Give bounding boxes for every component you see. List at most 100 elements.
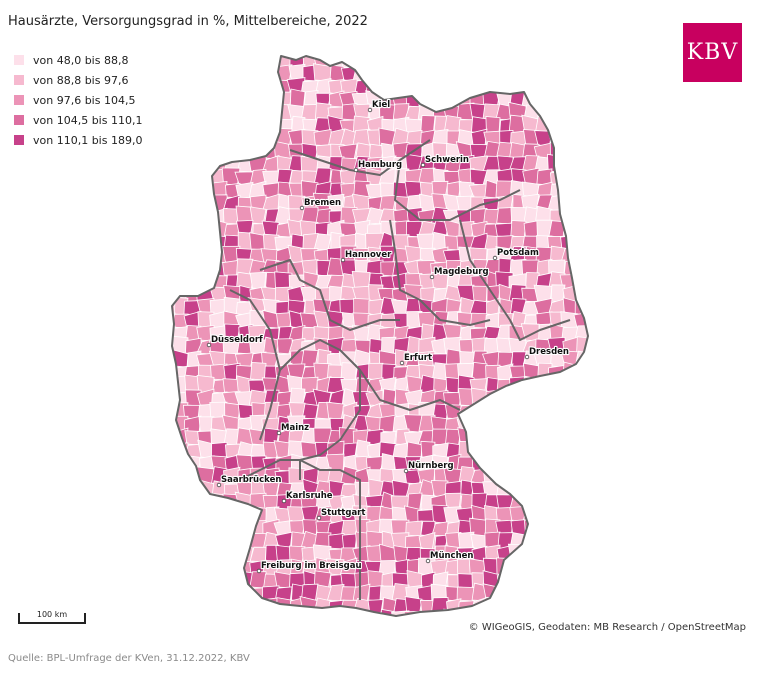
city-label: Dresden bbox=[529, 347, 569, 357]
mittelbereich-cell bbox=[589, 351, 604, 368]
mittelbereich-cell bbox=[381, 76, 397, 95]
mittelbereich-cell bbox=[482, 56, 501, 69]
mittelbereich-cell bbox=[250, 444, 268, 459]
mittelbereich-cell bbox=[198, 38, 215, 55]
mittelbereich-cell bbox=[236, 611, 254, 616]
mittelbereich-cell bbox=[406, 441, 423, 459]
mittelbereich-cell bbox=[198, 532, 215, 550]
mittelbereich-cell bbox=[365, 56, 384, 69]
city-label: Freiburg im Breisgau bbox=[261, 561, 362, 571]
border-bb-sn bbox=[459, 219, 571, 341]
mittelbereich-cell bbox=[172, 195, 189, 212]
mittelbereich-cell bbox=[223, 596, 241, 615]
mittelbereich-cell bbox=[302, 38, 318, 55]
mittelbereich-cell bbox=[222, 531, 242, 550]
city-dot bbox=[281, 498, 287, 504]
legend: von 48,0 bis 88,8 von 88,8 bis 97,6 von … bbox=[14, 50, 142, 150]
mittelbereich-cell bbox=[172, 441, 176, 459]
mittelbereich-cell bbox=[183, 89, 202, 108]
mittelbereich-cell bbox=[536, 76, 553, 95]
city-label: Mainz bbox=[281, 423, 309, 433]
mittelbereich-cell bbox=[249, 106, 267, 121]
city-dot bbox=[420, 162, 426, 168]
mittelbereich-cell bbox=[186, 257, 202, 277]
city-label: Hannover bbox=[345, 250, 392, 260]
mittelbereich-cell bbox=[522, 452, 540, 472]
mittelbereich-cell bbox=[212, 583, 228, 602]
mittelbereich-cell bbox=[483, 456, 501, 472]
city-dot bbox=[367, 107, 373, 113]
mittelbereich-cell bbox=[444, 56, 462, 69]
mittelbereich-cell bbox=[419, 625, 436, 640]
mittelbereich-cell bbox=[495, 64, 514, 82]
mittelbereich-cell bbox=[573, 272, 588, 290]
mittelbereich-cell bbox=[590, 184, 605, 198]
mittelbereich-cell bbox=[303, 625, 319, 640]
mittelbereich-cell bbox=[210, 546, 228, 563]
mittelbereich-cell bbox=[172, 467, 176, 485]
mittelbereich-cell bbox=[223, 627, 240, 640]
mittelbereich-cell bbox=[485, 116, 501, 134]
mittelbereich-cell bbox=[586, 168, 588, 186]
mittelbereich-cell bbox=[590, 93, 604, 107]
mittelbereich-cell bbox=[586, 453, 588, 472]
state-borders bbox=[171, 55, 589, 617]
mittelbereich-cell bbox=[197, 90, 215, 108]
mittelbereich-cell bbox=[548, 455, 566, 472]
city-marker: Kiel bbox=[367, 99, 391, 113]
mittelbereich-cell bbox=[249, 609, 267, 616]
mittelbereich-cell bbox=[572, 390, 588, 407]
mittelbereich-cell bbox=[547, 442, 566, 459]
mittelbereich-cell bbox=[472, 413, 488, 433]
mittelbereich-cell bbox=[559, 56, 579, 69]
mittelbereich-cell bbox=[183, 531, 202, 550]
mittelbereich-cell bbox=[237, 114, 254, 134]
mittelbereich-cell bbox=[172, 271, 189, 290]
mittelbereich-cell bbox=[210, 610, 228, 616]
mittelbereich-cell bbox=[525, 493, 540, 511]
mittelbereich-cell bbox=[186, 610, 202, 616]
legend-swatch bbox=[14, 75, 24, 85]
mittelbereich-cell bbox=[380, 66, 397, 82]
mittelbereich-cell bbox=[409, 624, 422, 640]
mittelbereich-cell bbox=[197, 64, 215, 82]
city-marker: Potsdam bbox=[492, 247, 540, 261]
mittelbereich-cell bbox=[575, 584, 588, 602]
mittelbereich-cell bbox=[326, 401, 345, 420]
legend-label: von 110,1 bis 189,0 bbox=[33, 133, 143, 147]
logo-text: KBV bbox=[686, 40, 739, 65]
mittelbereich-cell bbox=[497, 584, 515, 602]
mittelbereich-cell bbox=[172, 390, 176, 407]
mittelbereich-cell bbox=[469, 79, 488, 95]
mittelbereich-cell bbox=[341, 533, 358, 550]
mittelbereich-cell bbox=[212, 131, 228, 147]
mittelbereich-cell bbox=[522, 584, 540, 602]
mittelbereich-cell bbox=[172, 284, 176, 303]
mittelbereich-cell bbox=[196, 75, 215, 95]
legend-swatch bbox=[14, 55, 24, 65]
mittelbereich-cell bbox=[446, 64, 462, 82]
border-sh-ni-mv bbox=[289, 139, 431, 176]
mittelbereich-cell bbox=[353, 56, 371, 69]
mittelbereich-cell bbox=[250, 129, 267, 147]
mittelbereich-cell bbox=[261, 88, 280, 108]
mittelbereich-cell bbox=[289, 88, 306, 108]
mittelbereich-cell bbox=[560, 415, 579, 433]
mittelbereich-cell bbox=[366, 611, 384, 616]
mittelbereich-cell bbox=[236, 40, 253, 55]
mittelbereich-cell bbox=[469, 63, 488, 82]
mittelbereich-cell bbox=[589, 583, 604, 601]
mittelbereich-cell bbox=[587, 154, 588, 173]
mittelbereich-cell bbox=[239, 624, 253, 640]
legend-label: von 88,8 bis 97,6 bbox=[33, 73, 129, 87]
mittelbereich-cell bbox=[172, 206, 176, 225]
mittelbereich-cell bbox=[172, 141, 176, 160]
mittelbereich-cell bbox=[576, 259, 588, 277]
mittelbereich-cell bbox=[548, 585, 566, 602]
mittelbereich-cell bbox=[196, 496, 215, 511]
mittelbereich-cell bbox=[186, 64, 202, 82]
mittelbereich-cell bbox=[535, 65, 553, 82]
mittelbereich-cell bbox=[577, 193, 588, 212]
mittelbereich-cell bbox=[184, 245, 203, 264]
mittelbereich-cell bbox=[210, 88, 228, 108]
